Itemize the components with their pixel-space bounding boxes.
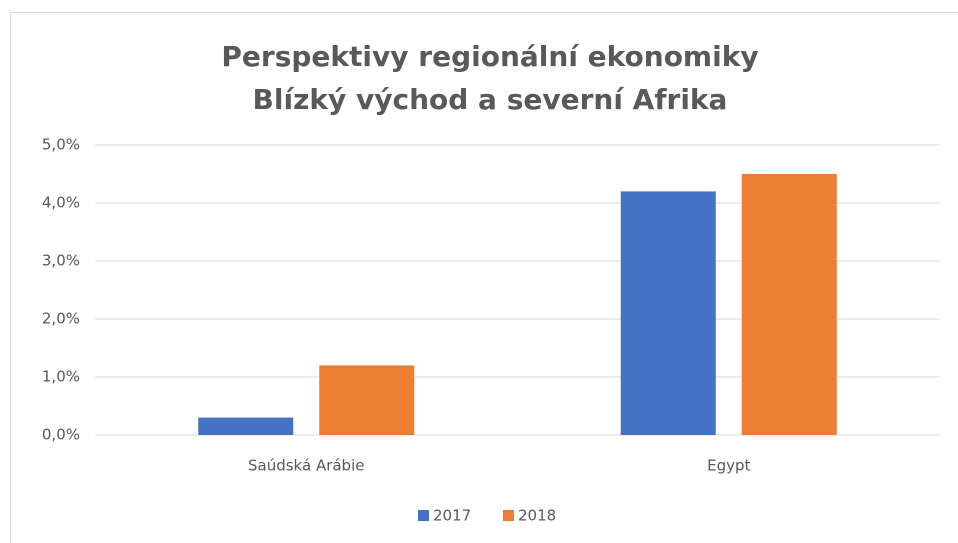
chart-border xyxy=(10,12,958,543)
bar xyxy=(741,174,837,435)
legend-label: 2018 xyxy=(518,507,556,525)
legend-label: 2017 xyxy=(433,507,471,525)
bar xyxy=(198,417,294,435)
y-tick-label: 2,0% xyxy=(42,310,80,328)
bar xyxy=(620,191,716,435)
y-tick-label: 0,0% xyxy=(42,426,80,444)
chart-title: Perspektivy regionální ekonomiky xyxy=(221,40,758,73)
x-tick-label: Saúdská Arábie xyxy=(248,457,364,475)
y-tick-label: 5,0% xyxy=(42,136,80,154)
y-tick-label: 1,0% xyxy=(42,368,80,386)
legend-swatch xyxy=(418,510,429,521)
x-tick-label: Egypt xyxy=(707,457,750,475)
y-tick-label: 4,0% xyxy=(42,194,80,212)
bar xyxy=(319,365,415,435)
legend-swatch xyxy=(503,510,514,521)
y-tick-label: 3,0% xyxy=(42,252,80,270)
chart-title: Blízký východ a severní Afrika xyxy=(253,83,728,116)
